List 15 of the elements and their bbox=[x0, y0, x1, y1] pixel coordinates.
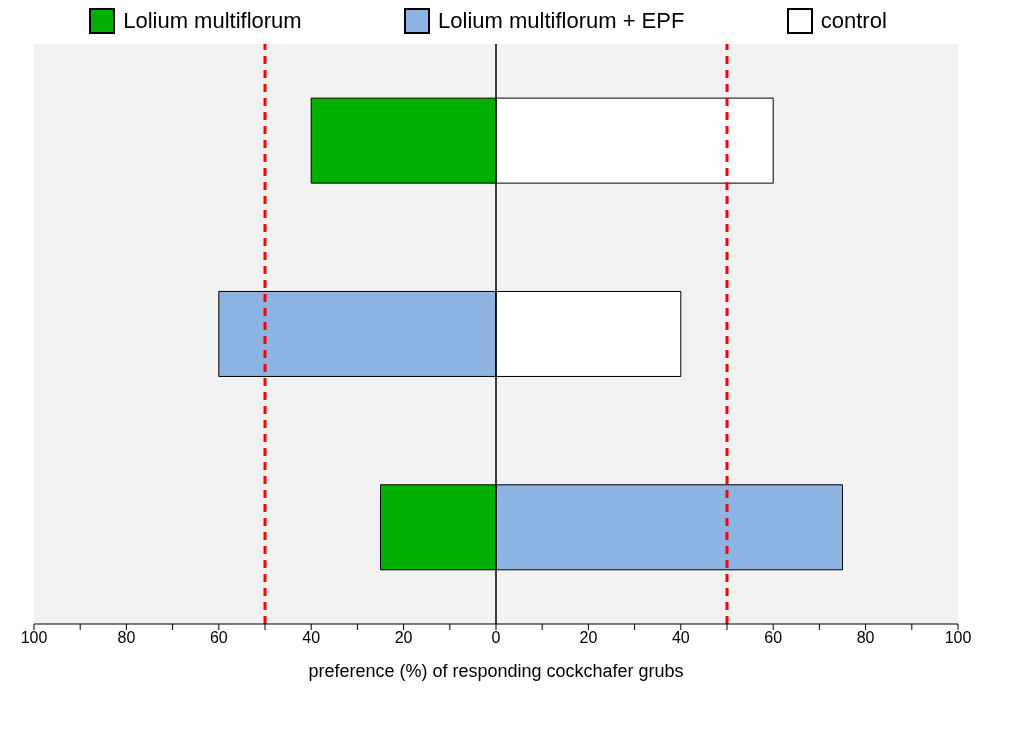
legend-label: Lolium multiflorum + EPF bbox=[438, 8, 685, 34]
x-axis-title: preference (%) of responding cockchafer grubs bbox=[308, 660, 684, 681]
x-tick-label: 60 bbox=[764, 629, 783, 647]
legend-label: Lolium multiflorum bbox=[123, 8, 302, 34]
x-tick-label: 20 bbox=[394, 629, 413, 647]
x-tick-label: 80 bbox=[117, 629, 136, 647]
x-tick-label: 80 bbox=[856, 629, 875, 647]
x-tick-label: 40 bbox=[671, 629, 690, 647]
x-tick-label: 20 bbox=[579, 629, 598, 647]
x-tick-label: 60 bbox=[209, 629, 228, 647]
legend-label: control bbox=[820, 8, 887, 34]
x-tick-label: 100 bbox=[20, 629, 48, 647]
x-tick-label: 0 bbox=[491, 629, 501, 647]
x-tick-label: 40 bbox=[302, 629, 321, 647]
x-tick-label: 100 bbox=[944, 629, 972, 647]
